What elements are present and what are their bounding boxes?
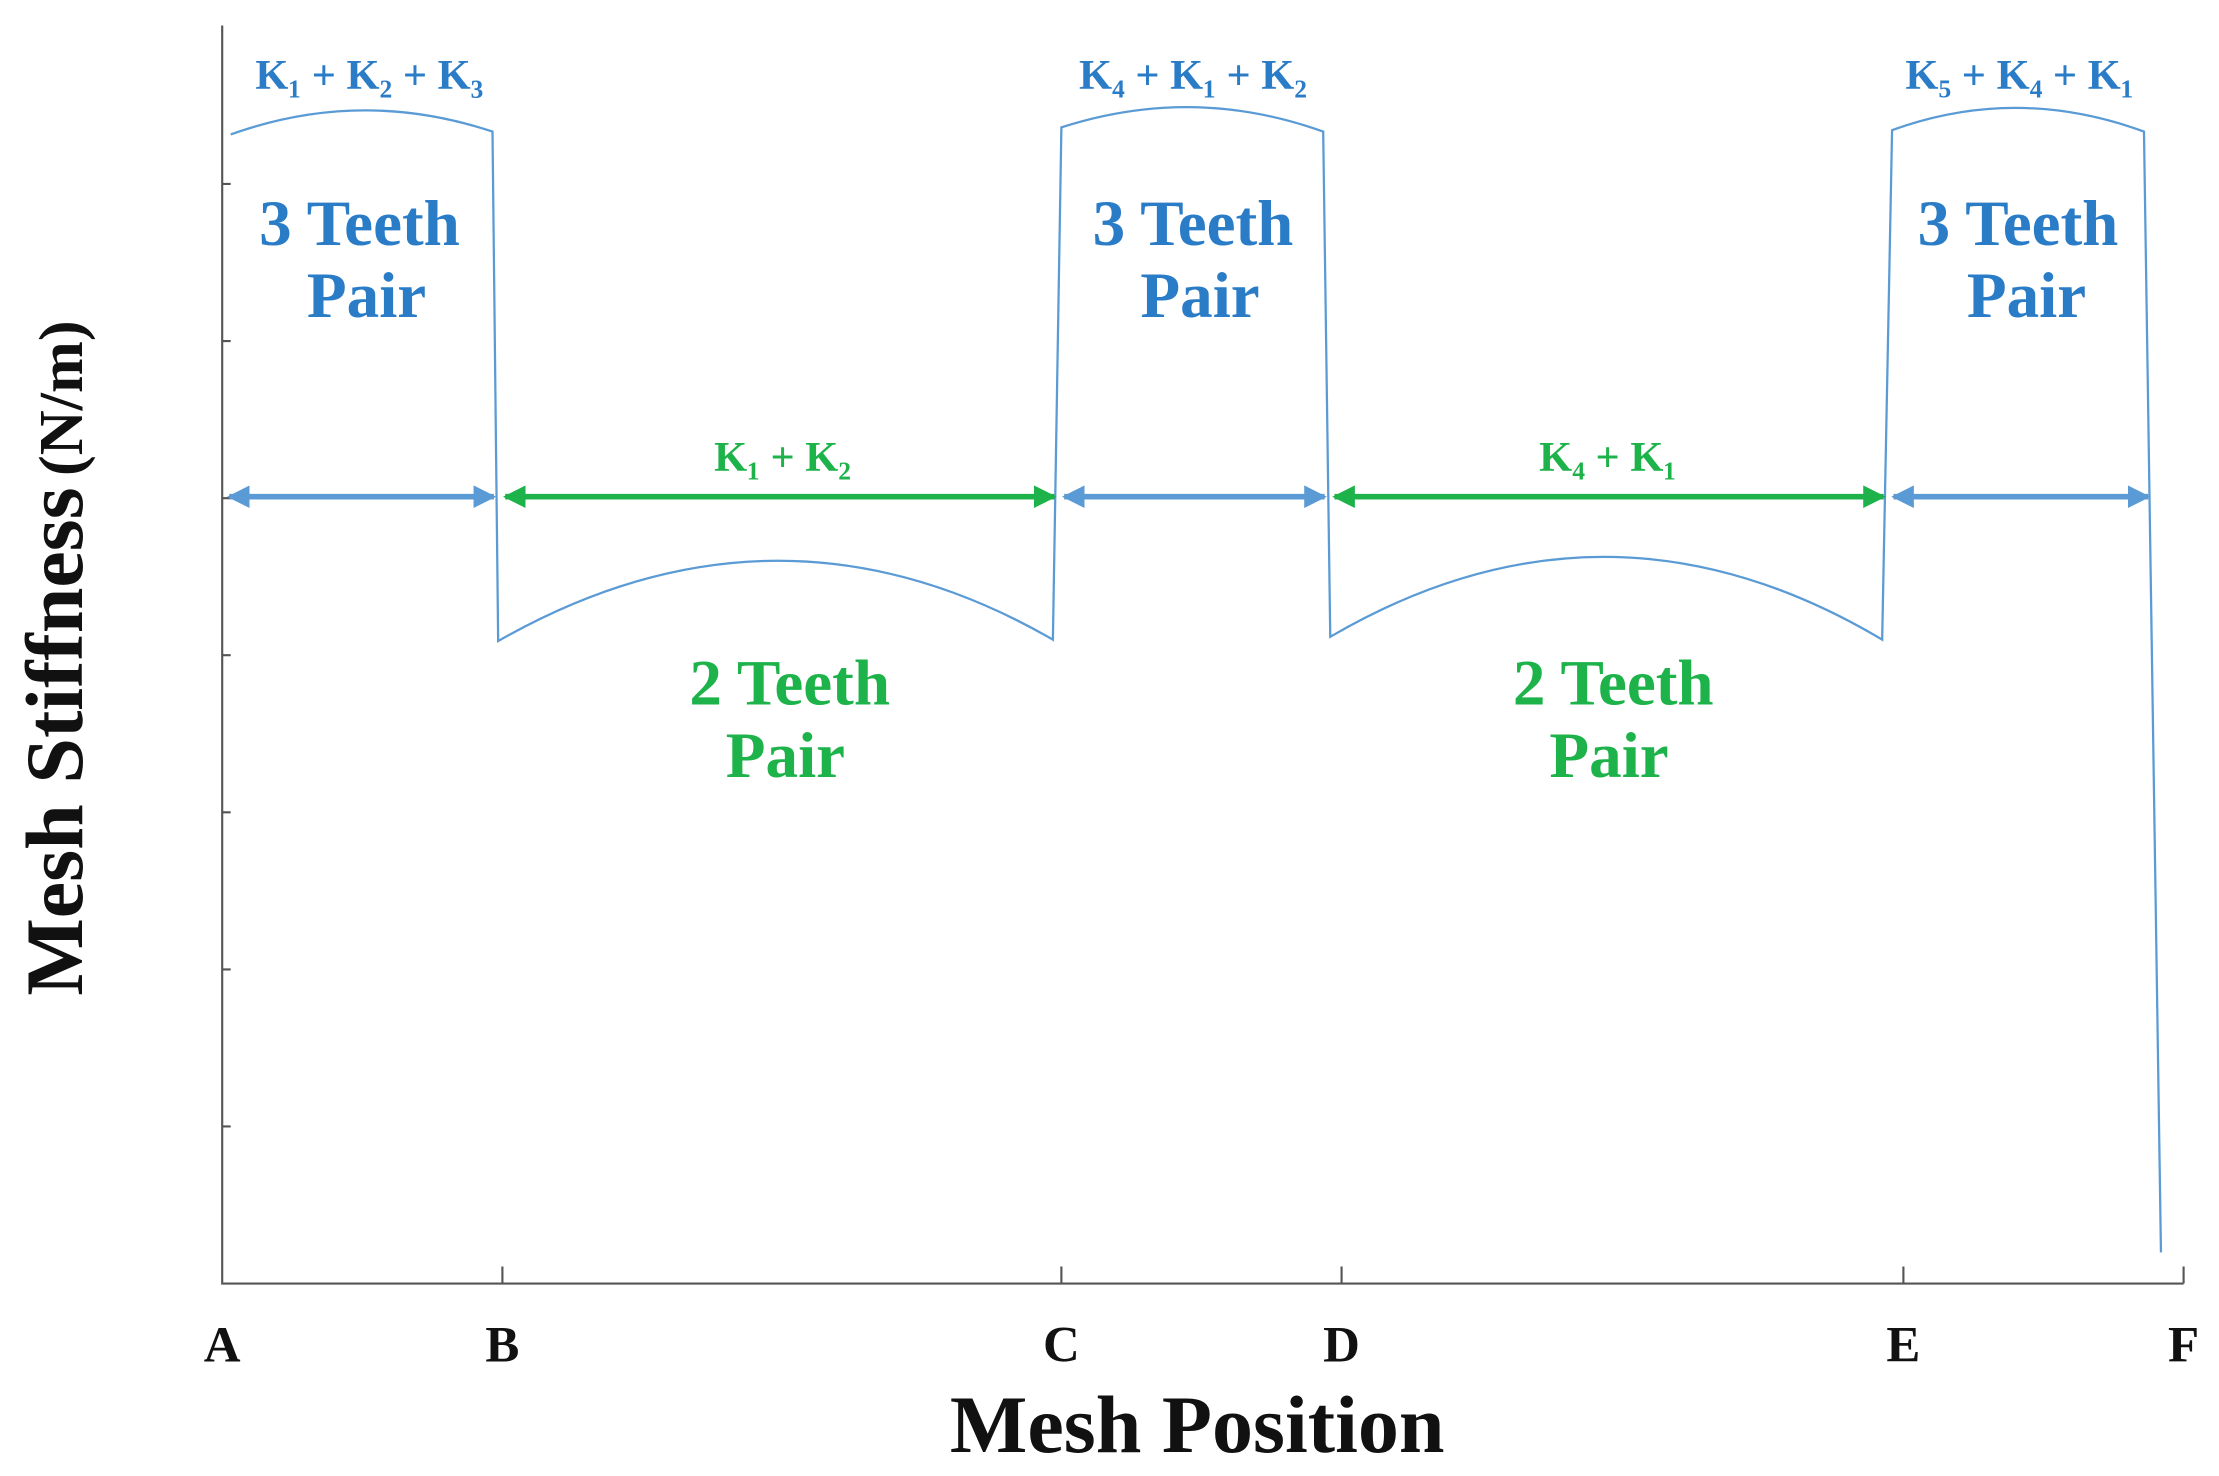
labels: K₁ + K₂ + K₃ 3 Teeth Pair K₁ + K₂ 2 Teet… (9, 52, 2199, 1470)
x-tick-label: E (1886, 1317, 1920, 1373)
axis-lines (221, 25, 2184, 1285)
stiffness-label: K₄ + K₁ (1539, 434, 1676, 481)
y-axis-title: Mesh Stiffness (9, 487, 100, 995)
x-tick-labels: A B C D E F (204, 1317, 2199, 1373)
region-label: Pair (1967, 260, 2086, 332)
stiffness-label: K₅ + K₄ + K₁ (1905, 52, 2133, 99)
x-tick-label: C (1043, 1317, 1080, 1373)
stiffness-curve (230, 106, 2163, 1253)
y-ticks (222, 182, 231, 1128)
stiffness-label: K₄ + K₁ + K₂ (1079, 52, 1307, 99)
y-axis-unit: (N/m) (28, 320, 96, 476)
x-tick-label: A (204, 1317, 241, 1373)
region-label: Pair (1549, 720, 1668, 792)
stiffness-label: K₁ + K₂ + K₃ (255, 52, 483, 99)
region-label: 3 Teeth (1093, 188, 1294, 260)
x-axis-label: Mesh Position (950, 1379, 1445, 1470)
region-label: 3 Teeth (259, 188, 460, 260)
x-ticks (501, 1266, 2185, 1284)
region-label: Pair (307, 260, 426, 332)
region-label: Pair (726, 720, 845, 792)
axes (221, 25, 2185, 1285)
x-tick-label: D (1323, 1317, 1360, 1373)
x-tick-label: F (2168, 1317, 2199, 1373)
region-label: 3 Teeth (1918, 188, 2119, 260)
region-label: 2 Teeth (689, 648, 890, 720)
region-label: Pair (1140, 260, 1259, 332)
y-axis-label: Mesh Stiffness (N/m) (9, 320, 100, 995)
x-tick-label: B (485, 1317, 519, 1373)
region-label: 2 Teeth (1513, 648, 1714, 720)
stiffness-label: K₁ + K₂ (714, 434, 851, 481)
